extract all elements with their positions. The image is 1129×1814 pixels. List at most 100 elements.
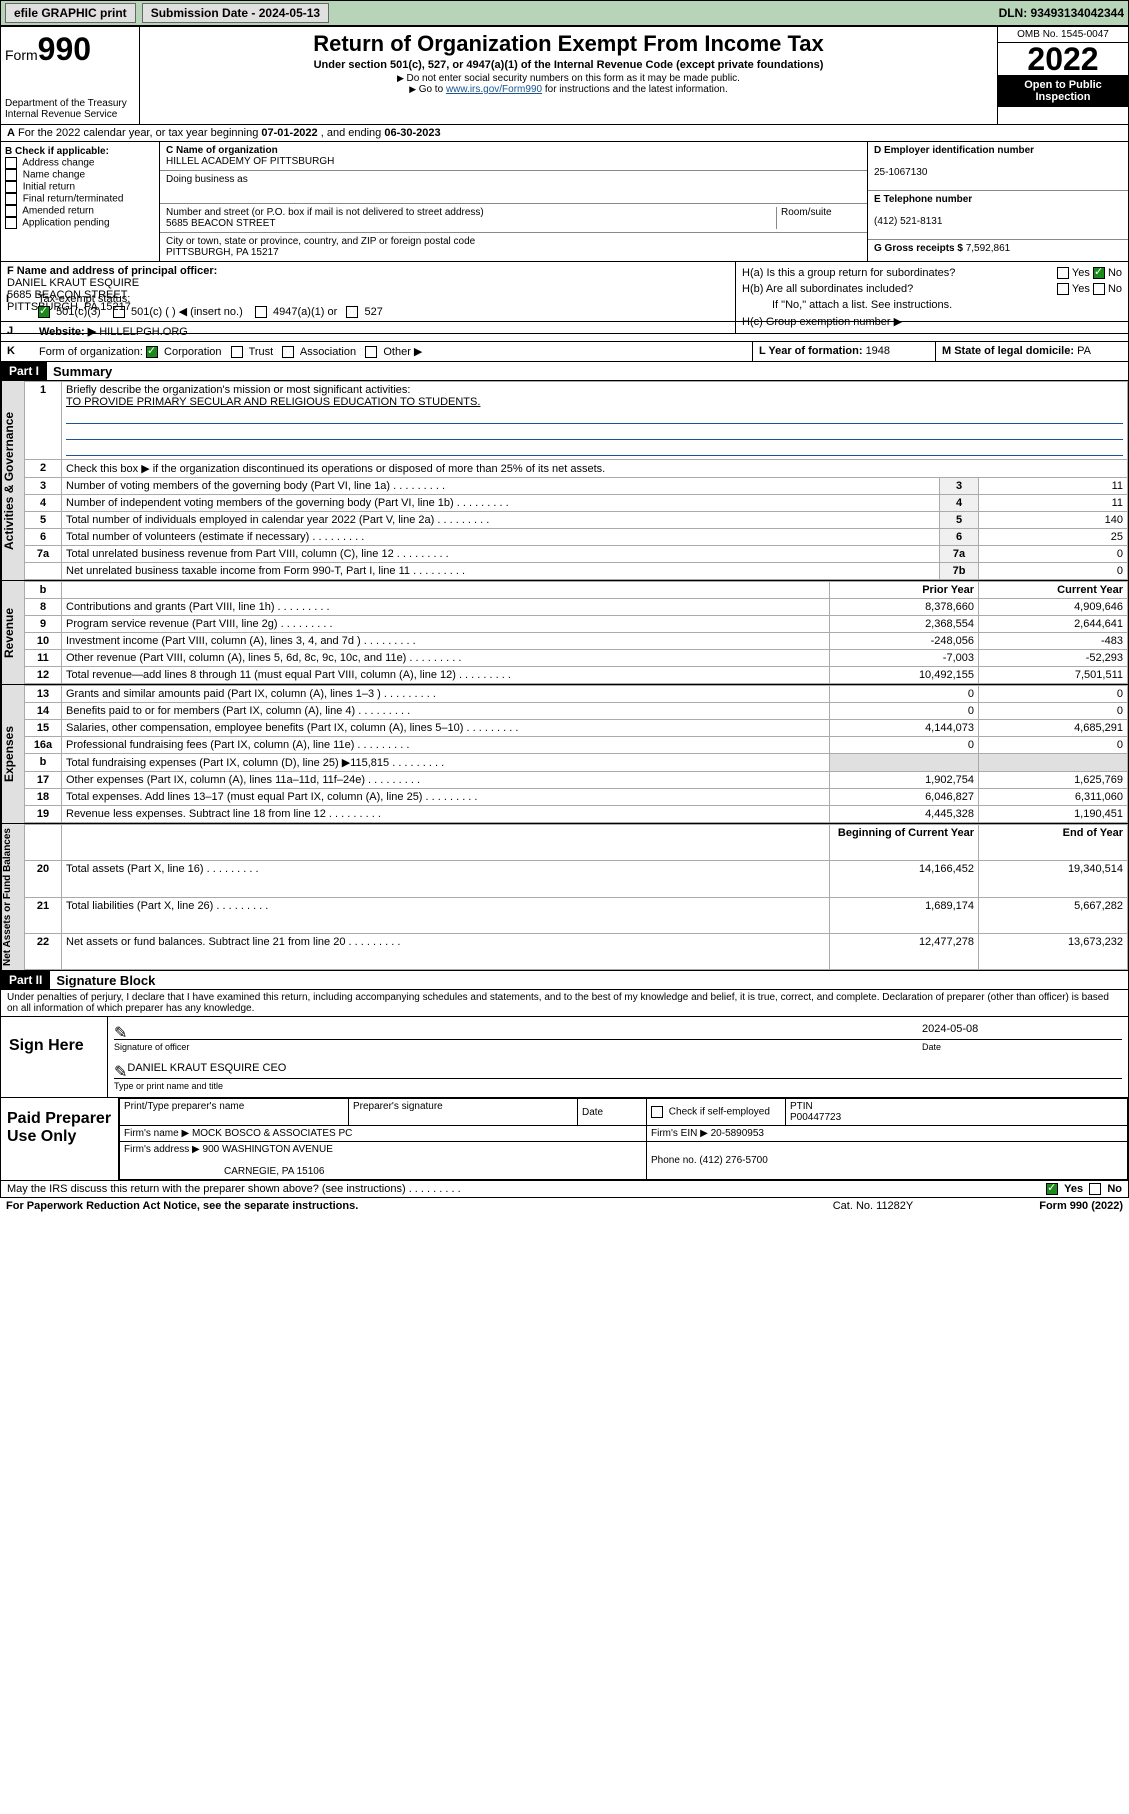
- tax-year: 2022: [998, 43, 1128, 75]
- table-row: 10Investment income (Part VIII, column (…: [25, 633, 1128, 650]
- header-left: Form990 Department of the Treasury Inter…: [1, 27, 140, 124]
- b-option-checkbox[interactable]: [5, 169, 17, 181]
- b-option: Amended return: [5, 205, 155, 217]
- 501c-checkbox[interactable]: [113, 306, 125, 318]
- l-value: 1948: [866, 345, 890, 357]
- table-row: 20Total assets (Part X, line 16)14,166,4…: [25, 861, 1128, 897]
- 501c3-checkbox[interactable]: [38, 306, 50, 318]
- k-tag: K: [7, 345, 15, 357]
- row-a: A For the 2022 calendar year, or tax yea…: [0, 125, 1129, 142]
- expenses-block: Expenses 13Grants and similar amounts pa…: [0, 685, 1129, 824]
- header-right: OMB No. 1545-0047 2022 Open to Public In…: [997, 27, 1128, 124]
- form-subtitle-1: Under section 501(c), 527, or 4947(a)(1)…: [148, 59, 989, 71]
- col-begin: Beginning of Current Year: [830, 825, 979, 861]
- dln-label: DLN: 93493134042344: [999, 6, 1124, 20]
- form-990-footer: Form 990 (2022): [973, 1200, 1123, 1212]
- f-label: F Name and address of principal officer:: [7, 265, 217, 277]
- section-bcd: B Check if applicable: Address change Na…: [0, 142, 1129, 262]
- k-option-checkbox[interactable]: [231, 346, 243, 358]
- form-subtitle-2: Do not enter social security numbers on …: [148, 73, 989, 84]
- firm-ein-cell: Firm's EIN ▶ 20-5890953: [647, 1126, 1128, 1142]
- self-employed-cell: Check if self-employed: [647, 1099, 786, 1126]
- governance-table: 1 Briefly describe the organization's mi…: [24, 381, 1128, 580]
- 4947-checkbox[interactable]: [255, 306, 267, 318]
- table-row: 3Number of voting members of the governi…: [25, 478, 1128, 495]
- b-option-checkbox[interactable]: [5, 193, 17, 205]
- sig-officer-line[interactable]: 2024-05-08: [114, 1023, 1122, 1040]
- sign-here-label: Sign Here: [1, 1017, 108, 1097]
- governance-block: Activities & Governance 1 Briefly descri…: [0, 381, 1129, 581]
- city-value: PITTSBURGH, PA 15217: [166, 247, 279, 258]
- m-label: M State of legal domicile:: [942, 345, 1077, 357]
- k-label: Form of organization:: [39, 346, 143, 358]
- table-row: 13Grants and similar amounts paid (Part …: [25, 686, 1128, 703]
- phone-value: (412) 521-8131: [874, 216, 942, 227]
- prep-name-cell: Print/Type preparer's name: [120, 1099, 349, 1126]
- officer-name-title: DANIEL KRAUT ESQUIRE CEO: [127, 1062, 286, 1078]
- ha-yes-checkbox[interactable]: [1057, 267, 1069, 279]
- b-option-checkbox[interactable]: [5, 205, 17, 217]
- yes-label: Yes: [1072, 267, 1090, 279]
- part2-header: Part II Signature Block: [0, 971, 1129, 990]
- website-label: Website: ▶: [39, 326, 96, 338]
- part2-tag: Part II: [1, 971, 50, 989]
- a-begin: 07-01-2022: [261, 127, 317, 139]
- sub-date: 2024-05-13: [259, 6, 320, 20]
- discuss-yes-checkbox[interactable]: [1046, 1183, 1058, 1195]
- sub-label: Submission Date -: [151, 6, 259, 20]
- top-bar: efile GRAPHIC print Submission Date - 20…: [0, 0, 1129, 26]
- submission-date-button[interactable]: Submission Date - 2024-05-13: [142, 3, 329, 23]
- goto-pre: Go to: [419, 84, 446, 95]
- ha-no-checkbox[interactable]: [1093, 267, 1105, 279]
- table-row: 8Contributions and grants (Part VIII, li…: [25, 599, 1128, 616]
- vert-governance: Activities & Governance: [1, 381, 24, 580]
- irs-link[interactable]: www.irs.gov/Form990: [446, 84, 542, 95]
- col-d: D Employer identification number 25-1067…: [867, 142, 1128, 261]
- print-button[interactable]: efile GRAPHIC print: [5, 3, 136, 23]
- discuss-text: May the IRS discuss this return with the…: [7, 1183, 1046, 1195]
- col-prior: Prior Year: [830, 582, 979, 599]
- firm-addr-cell: Firm's address ▶ 900 WASHINGTON AVENUE C…: [120, 1142, 647, 1180]
- b-option-checkbox[interactable]: [5, 217, 17, 229]
- preparer-table: Print/Type preparer's name Preparer's si…: [119, 1098, 1128, 1180]
- col-c: C Name of organization HILLEL ACADEMY OF…: [160, 142, 867, 261]
- a-mid: , and ending: [321, 127, 385, 139]
- self-employed-checkbox[interactable]: [651, 1106, 663, 1118]
- paid-preparer-section: Paid Preparer Use Only Print/Type prepar…: [0, 1098, 1129, 1181]
- no-label: No: [1108, 267, 1122, 279]
- k-option-checkbox[interactable]: [282, 346, 294, 358]
- b-option-checkbox[interactable]: [5, 181, 17, 193]
- table-row: 11Other revenue (Part VIII, column (A), …: [25, 650, 1128, 667]
- k-option-checkbox[interactable]: [146, 346, 158, 358]
- b-option: Name change: [5, 169, 155, 181]
- revenue-block: Revenue bPrior YearCurrent Year 8Contrib…: [0, 581, 1129, 685]
- type-name-caption: Type or print name and title: [114, 1081, 1122, 1091]
- officer-name: DANIEL KRAUT ESQUIRE: [7, 277, 139, 289]
- table-row: 16aProfessional fundraising fees (Part I…: [25, 737, 1128, 754]
- 527-checkbox[interactable]: [346, 306, 358, 318]
- netassets-block: Net Assets or Fund Balances Beginning of…: [0, 824, 1129, 971]
- table-row: 15Salaries, other compensation, employee…: [25, 720, 1128, 737]
- expenses-table: 13Grants and similar amounts paid (Part …: [24, 685, 1128, 823]
- opt-501c: 501(c) ( ) ◀ (insert no.): [131, 306, 243, 318]
- d-label: D Employer identification number: [874, 145, 1034, 156]
- table-row: 22Net assets or fund balances. Subtract …: [25, 933, 1128, 969]
- ptin-cell: PTINP00447723: [786, 1099, 1128, 1126]
- b-option-checkbox[interactable]: [5, 157, 17, 169]
- opt-527: 527: [364, 306, 382, 318]
- paid-preparer-label: Paid Preparer Use Only: [1, 1098, 119, 1180]
- dept-label: Department of the Treasury: [5, 98, 135, 109]
- firm-name-cell: Firm's name ▶ MOCK BOSCO & ASSOCIATES PC: [120, 1126, 647, 1142]
- discuss-no-checkbox[interactable]: [1089, 1183, 1101, 1195]
- table-row: 14Benefits paid to or for members (Part …: [25, 703, 1128, 720]
- k-option-checkbox[interactable]: [365, 346, 377, 358]
- sig-date-caption: Date: [922, 1042, 1122, 1052]
- b-label: B Check if applicable:: [5, 146, 109, 157]
- a-pre: For the 2022 calendar year, or tax year …: [18, 127, 261, 139]
- row-klm: K Form of organization: Corporation Trus…: [0, 342, 1129, 362]
- prep-sig-cell: Preparer's signature: [349, 1099, 578, 1126]
- table-row: Net unrelated business taxable income fr…: [25, 563, 1128, 580]
- part1-title: Summary: [47, 364, 112, 379]
- line2-text: Check this box ▶ if the organization dis…: [66, 463, 605, 475]
- part2-title: Signature Block: [50, 973, 155, 988]
